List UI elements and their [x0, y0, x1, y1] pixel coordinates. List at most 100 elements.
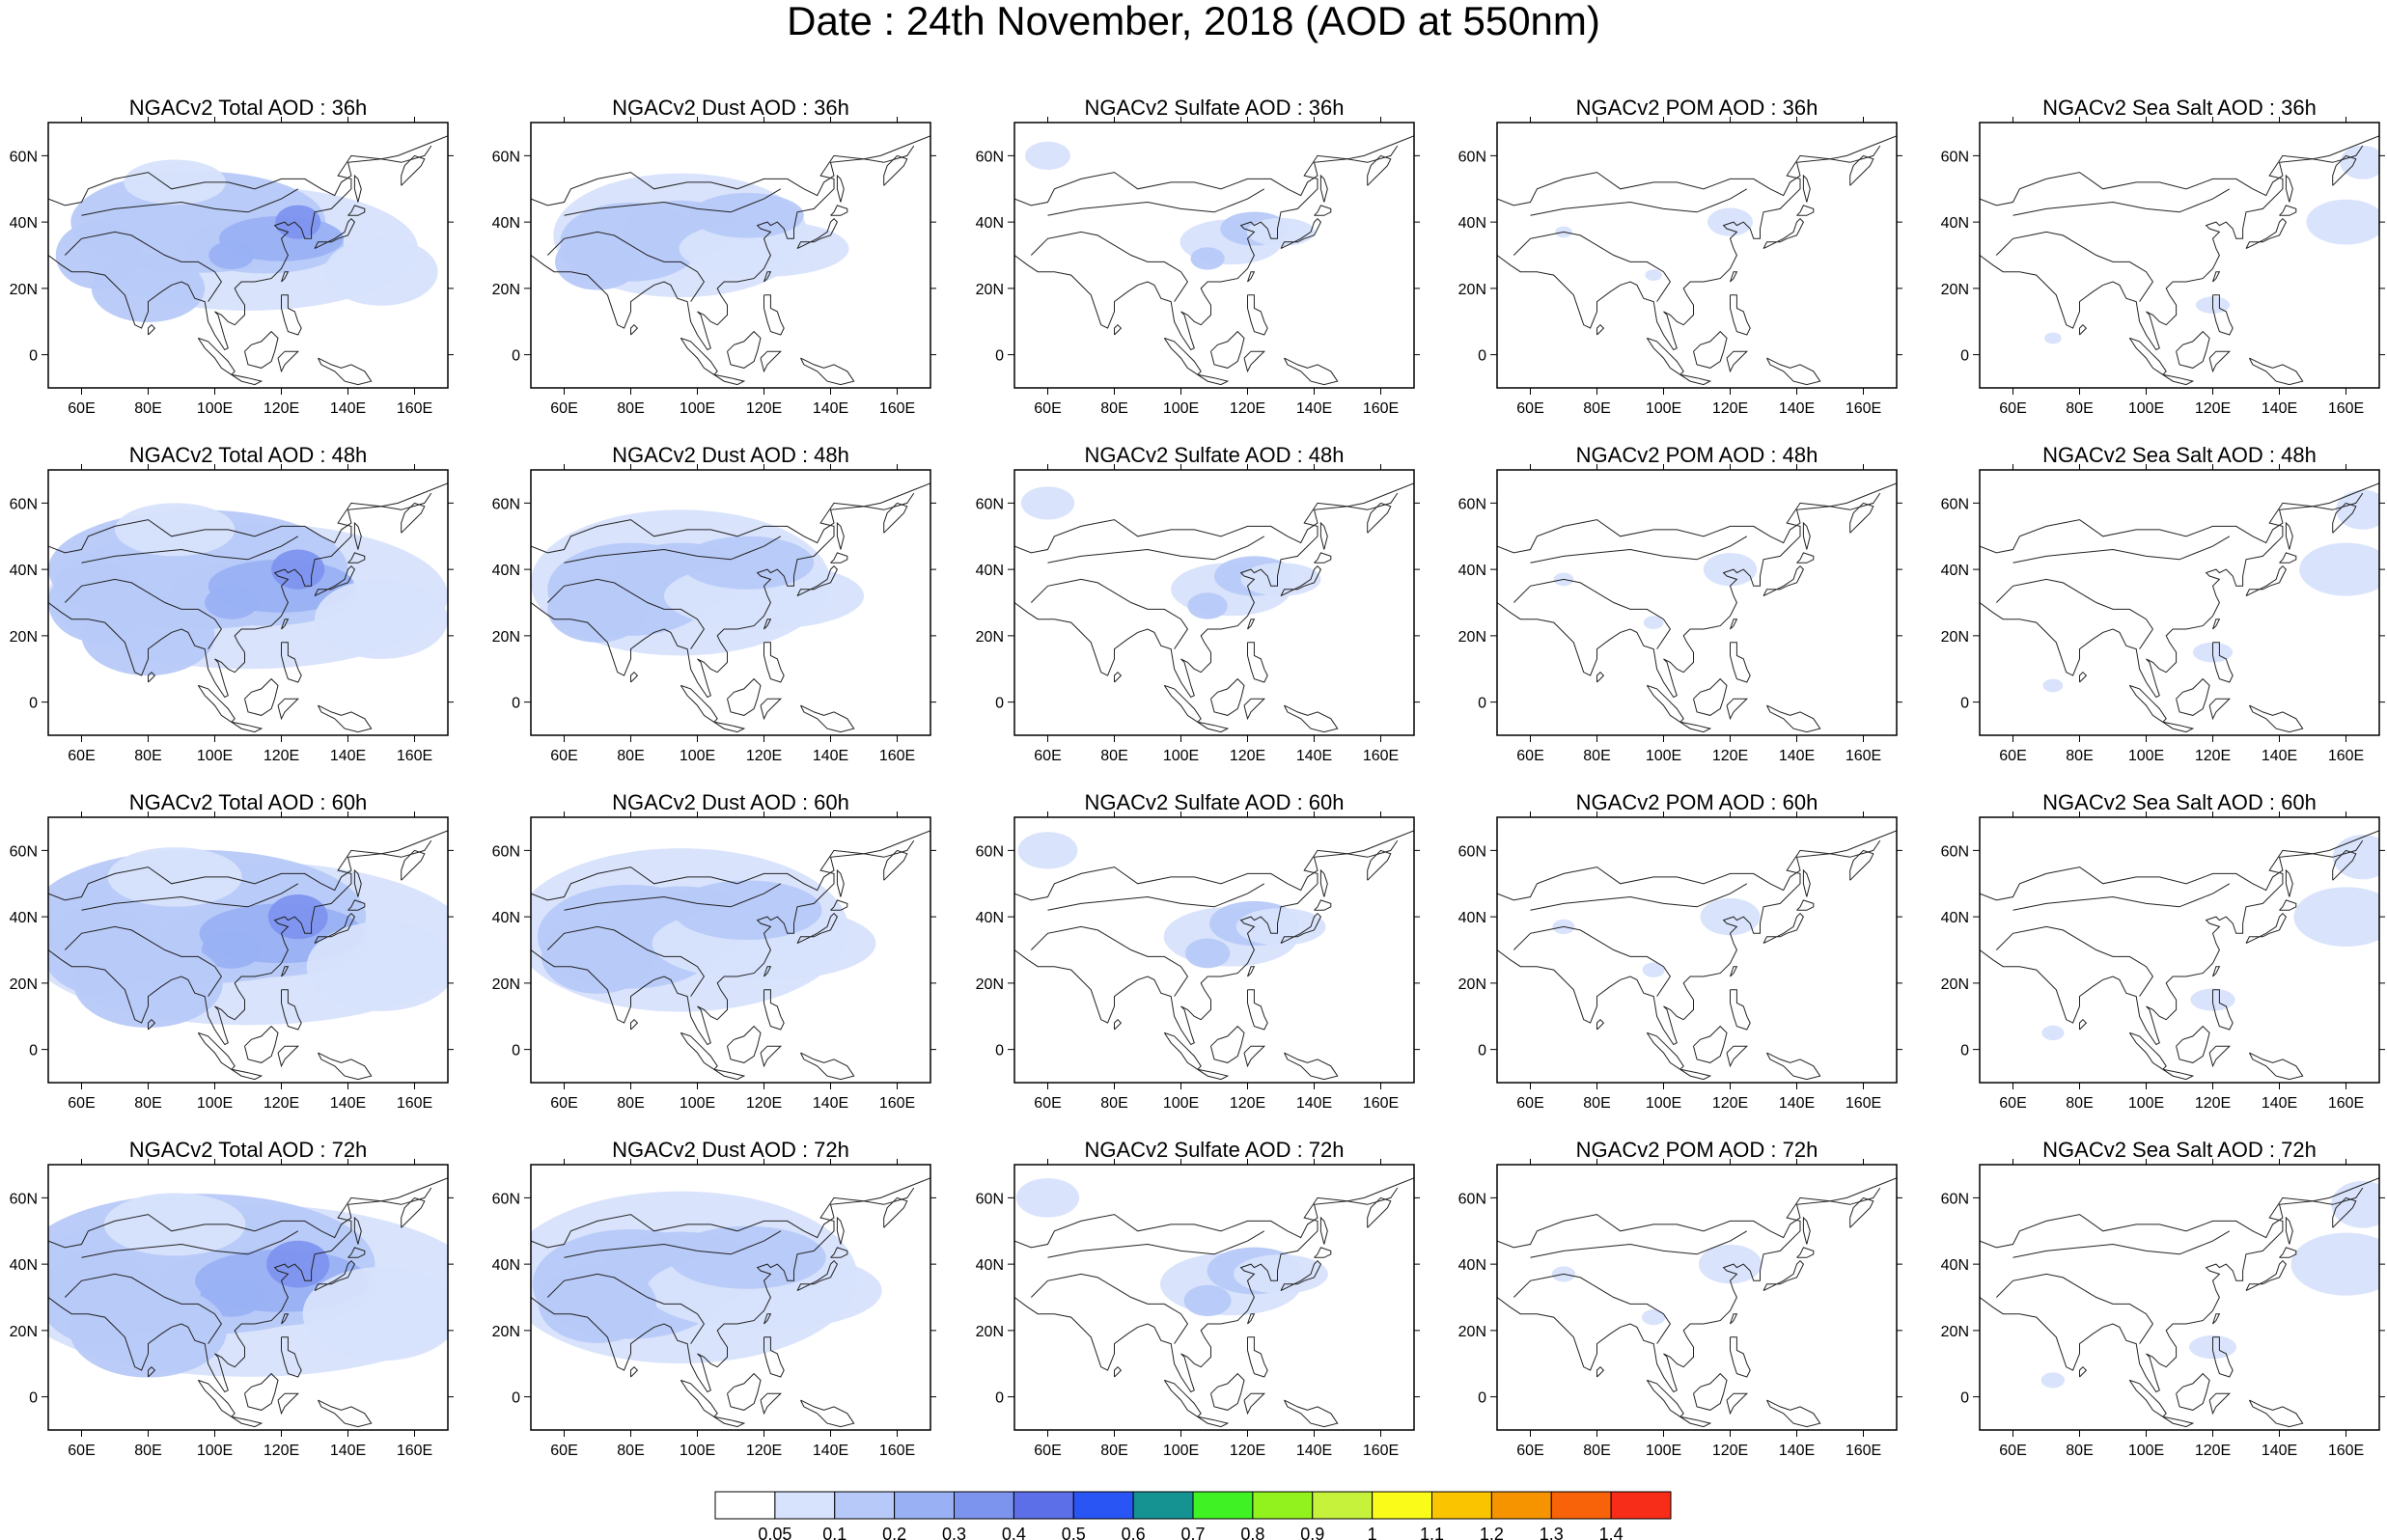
aod-field [48, 847, 448, 1029]
y-tick-label: 20N [1458, 976, 1486, 993]
coastline [314, 1259, 356, 1292]
coastline [830, 205, 848, 216]
x-tick-label: 120E [1230, 748, 1265, 764]
coastlines [48, 482, 448, 733]
aod-shading [302, 1267, 448, 1361]
coastline [2285, 1216, 2293, 1245]
x-tick-label: 140E [1296, 748, 1332, 764]
x-tick-label: 60E [550, 400, 577, 417]
map-background [1497, 817, 1897, 1083]
coastline [314, 217, 356, 250]
x-tick-label: 160E [397, 1095, 432, 1112]
x-tick-label: 80E [2066, 1095, 2093, 1112]
coastline [2162, 1416, 2195, 1428]
coastline [148, 1018, 156, 1031]
coastlines [48, 1177, 448, 1428]
coastline [1210, 1372, 1245, 1411]
coastline [1849, 502, 1874, 534]
coastline [347, 1247, 366, 1258]
map-panel: NGACv2 Dust AOD : 60h 60E 80E 100E 120E 140E 1… [492, 790, 936, 1112]
coastlines [531, 830, 930, 1081]
coastline [64, 231, 223, 302]
coastline [1995, 231, 2154, 302]
coastlines [1497, 135, 1897, 386]
x-tick-label: 60E [1034, 1095, 1061, 1112]
y-tick-label: 40N [492, 910, 520, 926]
coastlines [1980, 135, 2379, 386]
coastline [2162, 373, 2195, 386]
coastline [1014, 830, 1414, 901]
colorbar-label: 0.05 [758, 1525, 791, 1540]
aod-field [1025, 141, 1316, 270]
y-tick-label: 20N [10, 282, 38, 298]
coastline [1530, 536, 1748, 564]
map-frame [1979, 122, 2380, 389]
y-tick-label: 20N [492, 976, 520, 993]
y-tick-label: 60N [10, 1191, 38, 1207]
panel-title: NGACv2 Total AOD : 60h [129, 790, 368, 814]
coastline [1762, 1259, 1805, 1292]
x-tick-label: 100E [2128, 748, 2164, 764]
colorbar-label: 0.3 [942, 1525, 966, 1540]
coastline [2176, 1025, 2210, 1063]
y-tick-label: 40N [976, 563, 1004, 579]
x-tick-label: 100E [2128, 1095, 2164, 1112]
aod-shading [271, 549, 325, 590]
coastlines [1014, 1177, 1414, 1428]
colorbar-swatch [954, 1491, 1014, 1520]
y-tick-label: 0 [995, 1043, 1004, 1059]
x-tick-label: 140E [330, 748, 366, 764]
aod-shading [1017, 832, 1078, 869]
coastline [1646, 684, 1684, 723]
coastline [713, 373, 746, 386]
coastline [883, 154, 908, 186]
x-tick-label: 120E [2195, 1443, 2231, 1459]
coastline [2176, 330, 2210, 369]
x-tick-label: 60E [1516, 1095, 1543, 1112]
colorbar-label: 0.9 [1300, 1525, 1324, 1540]
aod-shading [2306, 199, 2379, 245]
x-tick-label: 120E [2195, 400, 2231, 417]
panel-title: NGACv2 POM AOD : 72h [1576, 1138, 1818, 1162]
map-panel: NGACv2 Sea Salt AOD : 48h 60E 80E 100E 120E 1… [1941, 443, 2385, 764]
y-tick-label: 0 [1478, 1390, 1486, 1407]
coastline [763, 642, 785, 683]
x-tick-label: 160E [397, 1443, 432, 1459]
coastline [1726, 1392, 1749, 1416]
coastline [630, 671, 639, 683]
x-tick-label: 80E [134, 1095, 161, 1112]
coastlines [531, 482, 930, 733]
coastline [2279, 1247, 2297, 1258]
aod-field [2044, 145, 2379, 344]
coastline [1802, 868, 1811, 897]
coastline [281, 1313, 290, 1325]
coastline [64, 1273, 223, 1344]
y-tick-label: 40N [976, 910, 1004, 926]
coastline [48, 135, 448, 206]
x-tick-label: 120E [264, 400, 299, 417]
coastline [401, 1196, 426, 1228]
coastline [2285, 174, 2293, 203]
coastlines [48, 830, 448, 1081]
coastline [1319, 174, 1328, 203]
y-tick-label: 20N [1941, 282, 1969, 298]
coastline [277, 1045, 300, 1068]
y-tick-label: 0 [512, 696, 520, 712]
panel-title: NGACv2 POM AOD : 36h [1576, 96, 1818, 120]
y-tick-label: 40N [10, 1257, 38, 1274]
x-tick-label: 120E [746, 748, 782, 764]
colorbar-label: 1.3 [1540, 1525, 1564, 1540]
x-tick-label: 60E [1999, 1443, 2026, 1459]
y-tick-label: 0 [995, 696, 1004, 712]
coastline [2208, 350, 2232, 373]
aod-shading [1642, 962, 1665, 977]
y-tick-label: 60N [10, 149, 38, 165]
map-frame [1013, 1164, 1415, 1431]
coastline [2079, 671, 2088, 683]
aod-shading [2299, 542, 2379, 596]
colorbar-swatch [1372, 1491, 1432, 1520]
x-tick-label: 140E [813, 400, 848, 417]
aod-shading [547, 576, 648, 643]
coastline [1513, 578, 1672, 649]
aod-shading [1234, 1254, 1328, 1294]
